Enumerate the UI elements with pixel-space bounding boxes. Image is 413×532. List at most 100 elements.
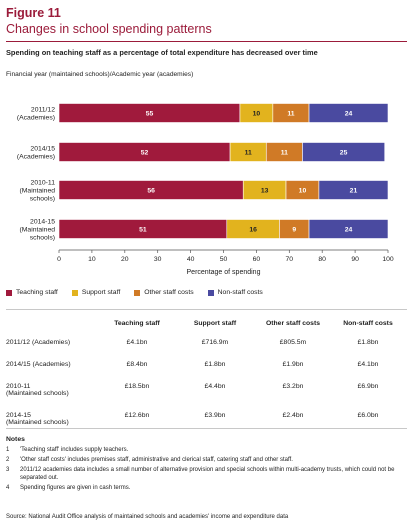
figure-subtitle: Spending on teaching staff as a percenta… [6,48,318,57]
x-tick-label: 40 [187,256,195,263]
category-label: 2011/12 (Academies) [17,106,55,121]
note-item: 2 'Other staff costs' includes premises s… [6,456,401,464]
data-label: 52 [141,150,149,157]
category-label-line: 2011/12 [31,106,55,113]
category-label-line: schools) [30,235,55,242]
legend-swatch [207,289,214,296]
figure-title: Changes in school spending patterns [6,22,212,36]
category-label-line: 2014-15 [30,218,55,225]
legend-label: Non-staff costs [217,289,263,296]
x-axis-label: Percentage of spending [187,269,261,276]
table-cell: £6.0bn [357,412,379,419]
source-note: Source: National Audit Office analysis o… [6,514,289,520]
table-cell: £18.5bn [124,383,150,390]
table-row-label: 2014-15 (Maintained schools) [6,412,69,426]
data-label: 11 [245,150,252,157]
legend-swatch [71,289,78,296]
data-label: 51 [139,227,147,234]
x-tick-label: 60 [253,256,261,263]
category-axis-caption: Financial year (maintained schools)/Acad… [6,71,194,78]
table-row-label: 2010-11 (Maintained schools) [6,383,69,397]
table-cell: £3.9bn [204,412,226,419]
notes-title: Notes [6,436,25,443]
table-cell: £6.9bn [357,383,379,390]
table-cell: £716.9m [201,339,229,346]
chart-legend: Teaching staff Support staff Other staff c… [6,289,277,296]
note-number: 3 [6,467,10,474]
data-label: 24 [345,111,353,118]
divider-top [6,309,407,310]
legend-swatch [134,289,141,296]
table-header-cell [6,320,98,339]
category-label-line: (Maintained [19,227,55,234]
legend-item: Support staff [71,289,121,296]
category-label: 2014-15 (Maintained schools) [19,218,55,241]
data-label: 11 [281,150,288,157]
category-label-line: schools) [30,196,55,203]
data-label: 9 [292,227,296,234]
table-row-label: 2011/12 (Academies) [6,339,71,346]
x-tick-label: 50 [220,256,228,263]
spending-table: Teaching staff Support staff Other staff c… [6,320,404,441]
table-cell: £1.8bn [357,339,379,346]
bar-segment [318,180,389,200]
category-label-line: (Academies) [17,115,55,122]
data-label: 21 [350,188,358,195]
note-text: 'Teaching staff' includes supply teacher… [20,447,129,453]
x-tick-label: 30 [154,256,162,263]
table-row: 2010-11 (Maintained schools) £18.5bn £4.4bn… [6,383,404,412]
category-label-line: 2014/15 [30,145,55,152]
legend-item: Non-staff costs [207,289,263,296]
data-label: 13 [261,188,269,195]
title-rule [6,41,407,42]
legend-item: Other staff costs [134,289,194,296]
bar-segment [308,219,389,239]
category-label: 2014/15 (Academies) [17,145,55,160]
note-number: 4 [6,485,10,492]
table-cell: £4.1bn [357,361,379,368]
x-tick-label: 100 [382,256,394,263]
legend-label: Support staff [81,289,121,296]
table-row: 2014-15 (Maintained schools) £12.6bn £3.9bn… [6,412,404,441]
note-text: 'Other staff costs' includes premises st… [20,457,293,464]
legend-label: Other staff costs [144,289,194,296]
table-cell: £805.5m [279,339,307,346]
stacked-bar-chart: 2011/12 (Academies)2014/15 (Academies)2010… [17,103,394,276]
figure-label: Figure 11 [6,6,61,20]
category-label-line: (Academies) [17,154,55,161]
bar-segment [308,103,389,123]
table-cell: £8.4bn [126,361,148,368]
x-tick-label: 20 [121,256,129,263]
legend-swatch [6,289,12,296]
legend-item: Teaching staff [6,289,58,296]
table-cell: £3.2bn [282,383,304,390]
table-header-cell: Other staff costs [265,320,320,327]
data-label: 10 [299,188,307,195]
bar-segment [302,142,386,162]
data-label: 11 [287,111,294,118]
x-tick-label: 90 [351,256,359,263]
table-cell: £1.8bn [204,361,226,368]
note-number: 2 [6,457,10,464]
note-text: Spending figures are given in cash terms… [20,485,131,492]
x-tick-label: 10 [88,256,96,263]
note-item: 1 'Teaching staff' includes supply teache… [6,446,401,454]
note-item: 3 2011/12 academies data includes a small… [6,466,401,482]
note-text: 2011/12 academies data includes a small … [20,467,395,482]
category-label-line: (Maintained [19,188,55,195]
table-row-label: 2014/15 (Academies) [6,361,71,368]
table-header-cell: Teaching staff [114,320,160,327]
table-header-cell: Non-staff costs [343,320,393,327]
table-cell: £4.4bn [204,383,226,390]
data-label: 16 [249,227,257,234]
x-tick-label: 80 [318,256,326,263]
table-cell: £2.4bn [282,412,304,419]
x-tick-label: 0 [57,256,61,263]
table-header-row: Teaching staff Support staff Other staff c… [6,320,404,339]
table-header-cell: Support staff [193,320,237,327]
note-number: 1 [6,447,10,453]
category-label: 2010-11 (Maintained schools) [19,179,55,202]
data-label: 55 [146,111,154,118]
data-label: 25 [340,150,348,157]
table-cell: £12.6bn [124,412,150,419]
